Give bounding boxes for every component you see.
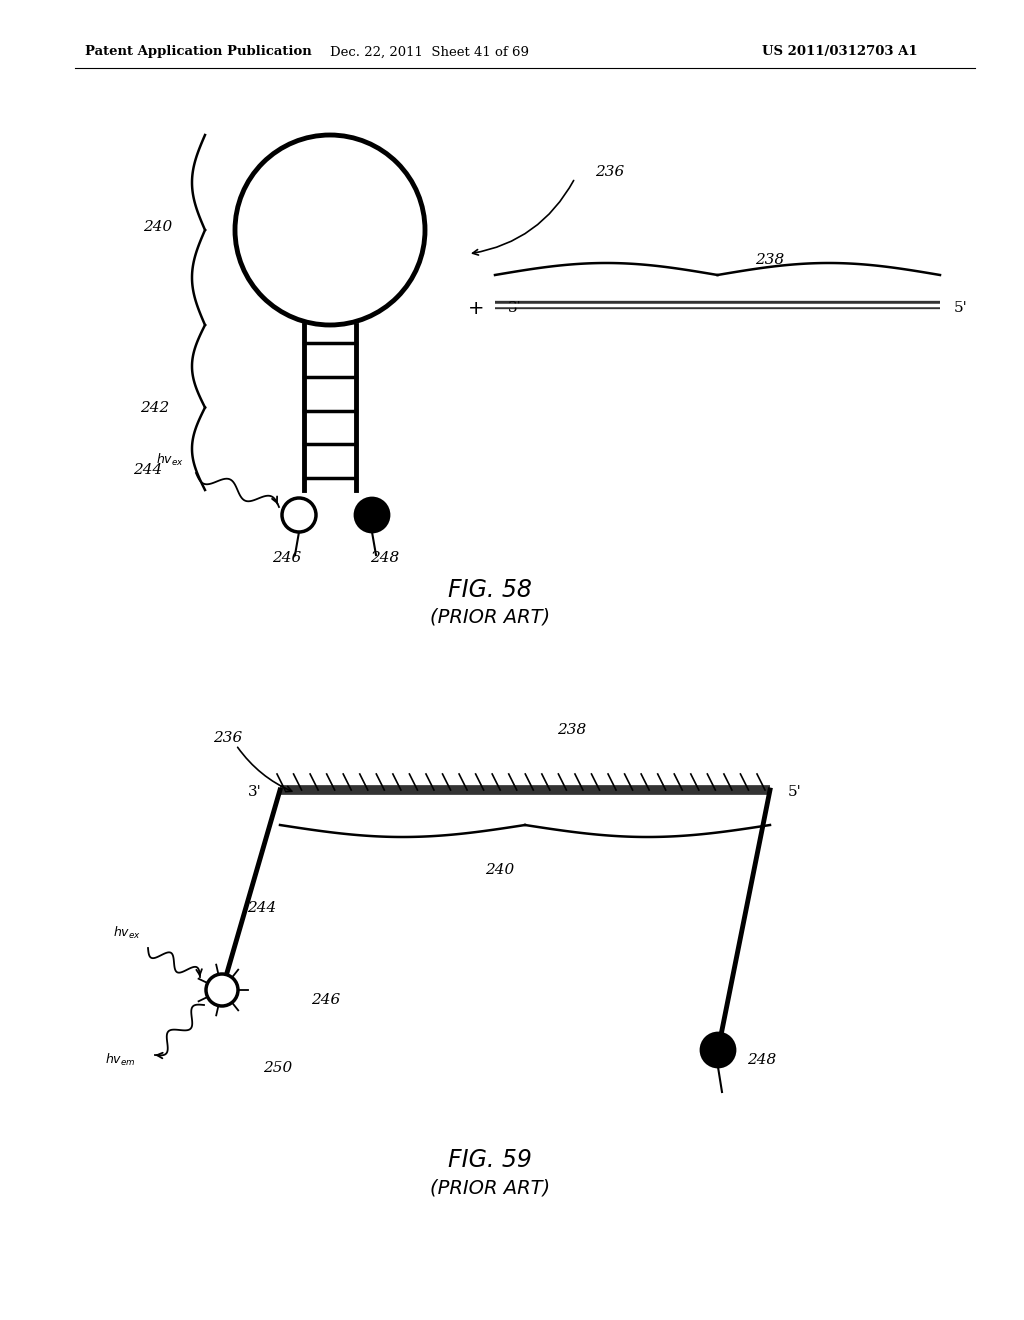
Circle shape: [282, 498, 316, 532]
Text: 5': 5': [954, 301, 968, 315]
Text: 236: 236: [595, 165, 625, 180]
Text: $hv_{ex}$: $hv_{ex}$: [113, 925, 141, 941]
Text: (PRIOR ART): (PRIOR ART): [430, 607, 550, 627]
Text: 244: 244: [133, 463, 163, 477]
Text: Dec. 22, 2011  Sheet 41 of 69: Dec. 22, 2011 Sheet 41 of 69: [331, 45, 529, 58]
Text: 242: 242: [140, 401, 170, 414]
Circle shape: [206, 974, 238, 1006]
Text: 236: 236: [213, 731, 243, 744]
Text: 238: 238: [756, 253, 784, 267]
Text: 246: 246: [311, 993, 341, 1007]
Text: 5': 5': [788, 785, 802, 799]
Text: 240: 240: [143, 220, 173, 234]
Text: FIG. 59: FIG. 59: [449, 1148, 531, 1172]
Text: 244: 244: [248, 902, 276, 915]
Text: (PRIOR ART): (PRIOR ART): [430, 1179, 550, 1197]
Text: $hv_{em}$: $hv_{em}$: [104, 1052, 135, 1068]
Text: 240: 240: [485, 863, 515, 876]
Circle shape: [701, 1034, 735, 1067]
Text: 3': 3': [508, 301, 522, 315]
Text: 248: 248: [748, 1053, 776, 1067]
Text: FIG. 58: FIG. 58: [449, 578, 531, 602]
Text: 3': 3': [248, 785, 262, 799]
Text: $hv_{ex}$: $hv_{ex}$: [156, 451, 184, 469]
Circle shape: [355, 498, 389, 532]
Text: Patent Application Publication: Patent Application Publication: [85, 45, 311, 58]
Text: +: +: [468, 298, 484, 318]
Text: 246: 246: [272, 550, 302, 565]
Text: US 2011/0312703 A1: US 2011/0312703 A1: [762, 45, 918, 58]
Text: 250: 250: [263, 1061, 293, 1074]
Text: 238: 238: [557, 723, 587, 737]
Text: 248: 248: [371, 550, 399, 565]
